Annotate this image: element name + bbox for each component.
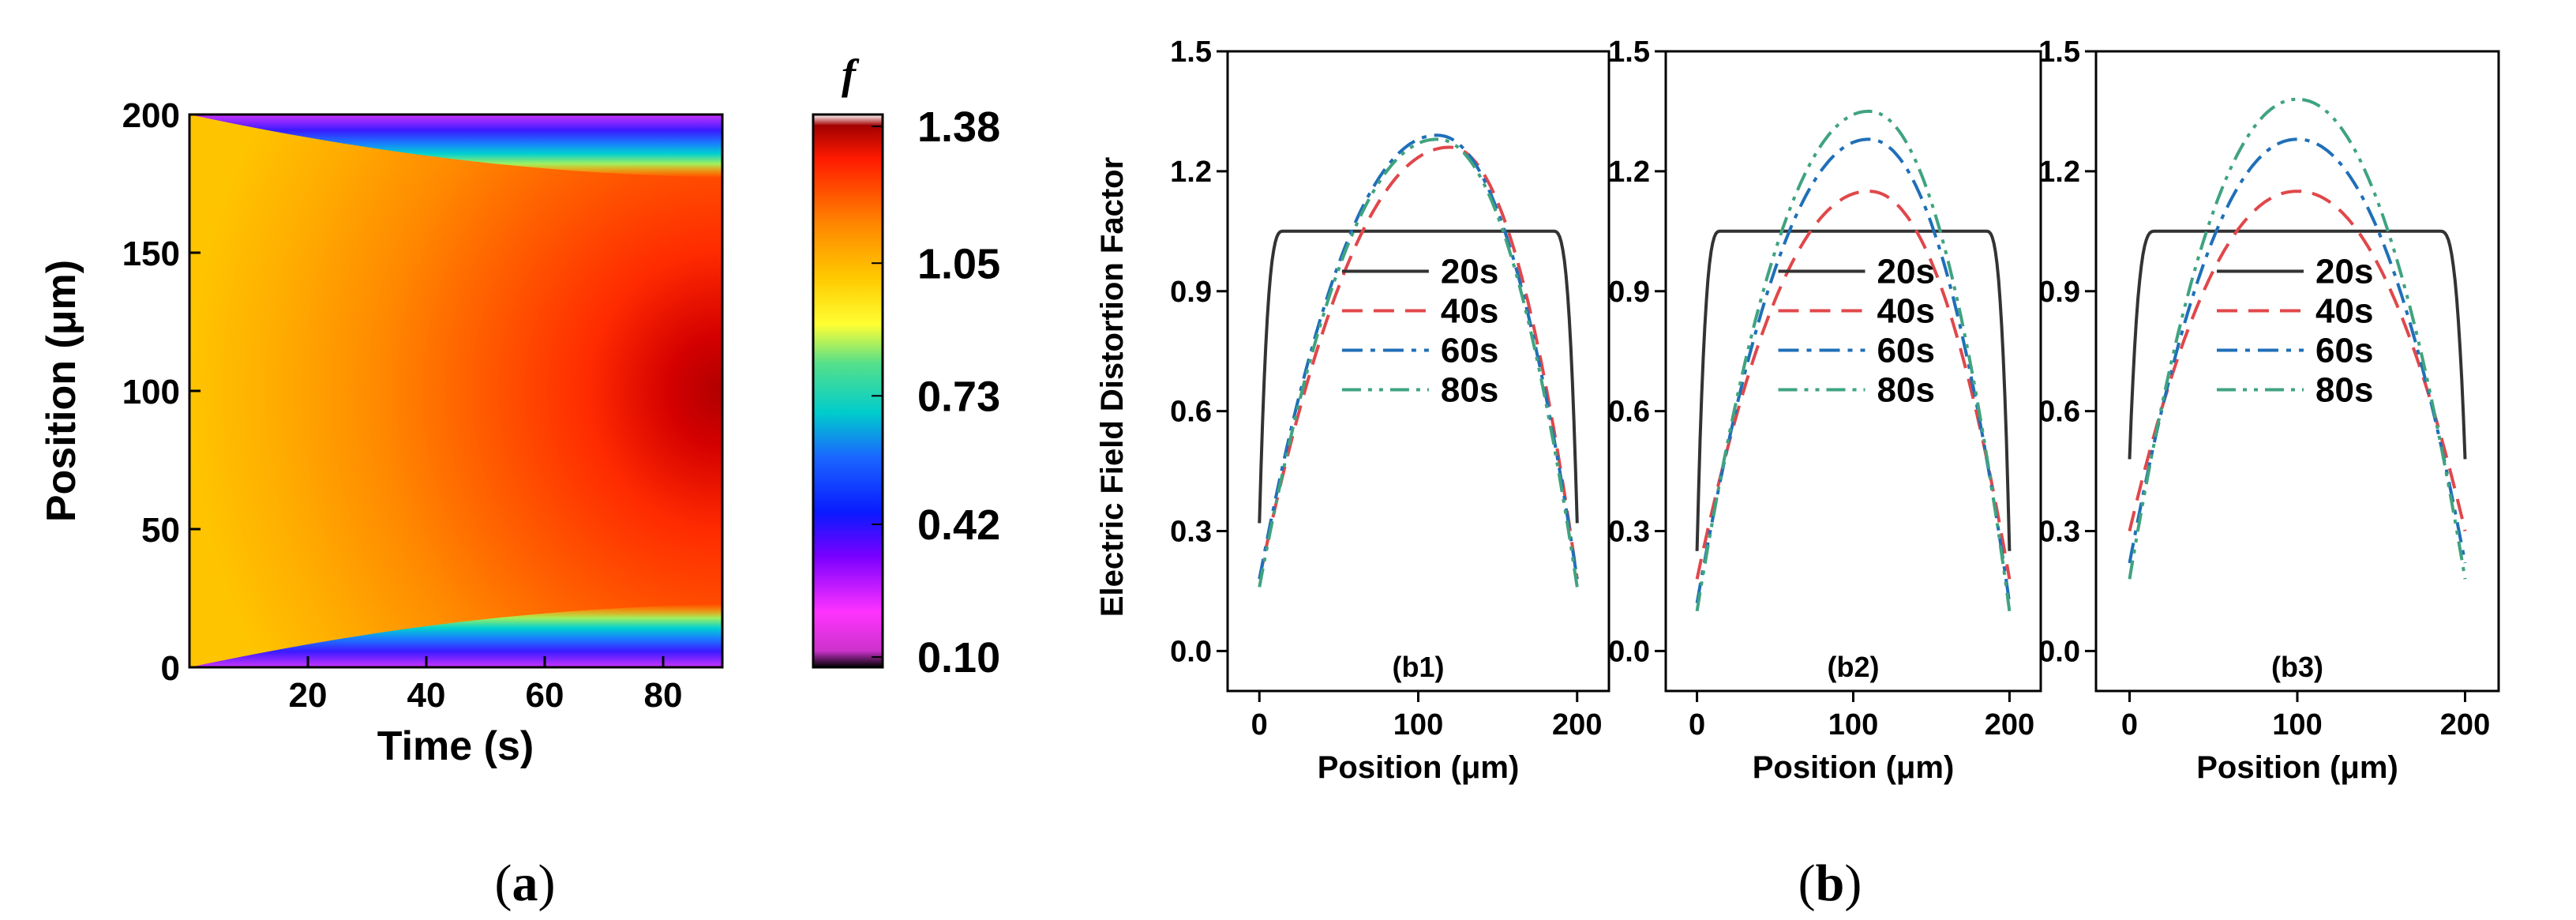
series-line-80s: [2128, 97, 2467, 580]
ytick-label: 0.0: [2038, 635, 2080, 668]
colorbar-gradient: [812, 113, 884, 669]
series-line-80s: [1695, 109, 2012, 612]
a-xtick-label: 20: [289, 676, 328, 715]
line-panel-b3: 0.0 0.3 0.6 0.9 1.2 1.5 0 100 200 Position (μm) (b…: [2038, 36, 2500, 785]
x-axis-label: Position (μm): [2196, 750, 2398, 785]
plot-frame: [1226, 50, 1610, 693]
plot-frame: [1664, 50, 2042, 693]
legend-label-80s: 80s: [1441, 370, 1498, 409]
cb-tick-label: 0.42: [917, 501, 1000, 549]
heatmap-core: [189, 115, 722, 667]
series-line-60s: [1258, 133, 1579, 580]
ytick-label: 1.2: [1608, 156, 1650, 189]
series-line-40s: [1258, 145, 1579, 580]
legend-label-20s: 20s: [2315, 252, 2373, 291]
x-axis-label: Position (μm): [1318, 750, 1520, 785]
xtick-label: 0: [2121, 708, 2138, 742]
series-line-60s: [1695, 137, 2012, 603]
ytick-label: 0.0: [1608, 635, 1650, 668]
ytick-label: 1.5: [2038, 36, 2080, 69]
xtick-label: 100: [2272, 708, 2322, 742]
heatmap-panel-a: 0 50 100 150 200 20 40 60 80 Time (s) Position …: [39, 96, 724, 769]
a-xtick-label: 60: [526, 676, 564, 715]
a-ytick-label: 200: [122, 96, 180, 135]
colorbar-label: f: [842, 51, 860, 98]
legend-label-80s: 80s: [1877, 370, 1935, 409]
legend-label-40s: 40s: [1877, 291, 1935, 330]
series-line-20s: [1258, 229, 1579, 524]
ytick-label: 0.3: [1608, 516, 1650, 549]
ytick-label: 0.6: [2038, 396, 2080, 429]
legend-label-60s: 60s: [1441, 331, 1498, 370]
legend-label-40s: 40s: [2315, 291, 2373, 330]
legend-label-80s: 80s: [2315, 370, 2373, 409]
caption-a: (a): [495, 854, 556, 912]
xtick-label: 200: [1985, 708, 2034, 742]
y-axis-label-b: Electric Field Distortion Factor: [1095, 157, 1130, 617]
y-axis-label-a: Position (μm): [39, 260, 84, 522]
series-line-60s: [2128, 137, 2467, 564]
series-line-20s: [1695, 229, 2012, 551]
legend-label-40s: 40s: [1441, 291, 1498, 330]
line-panel-b2: 0.0 0.3 0.6 0.9 1.2 1.5 0 100 200 Position (μm) (b…: [1608, 36, 2042, 785]
panel-label: (b2): [1828, 651, 1880, 683]
cb-tick-label: 1.38: [917, 103, 1000, 151]
panel-label: (b1): [1393, 651, 1445, 683]
xtick-label: 0: [1689, 708, 1705, 742]
a-ytick-label: 150: [122, 235, 180, 273]
ytick-label: 0.9: [1170, 276, 1212, 309]
ytick-label: 0.6: [1608, 396, 1650, 429]
cb-tick-label: 1.05: [917, 240, 1000, 287]
xtick-label: 100: [1393, 708, 1443, 742]
panel-label: (b3): [2271, 651, 2323, 683]
xtick-label: 0: [1251, 708, 1268, 742]
legend-label-60s: 60s: [2315, 331, 2373, 370]
ytick-label: 1.5: [1608, 36, 1650, 69]
xtick-label: 200: [1552, 708, 1602, 742]
line-panel-b1: 0.0 0.3 0.6 0.9 1.2 1.5 0 100 200 Position (μm) (b…: [1170, 36, 1610, 785]
caption-b: (b): [1798, 854, 1862, 912]
series-line-20s: [2128, 229, 2467, 460]
a-xtick-label: 40: [407, 676, 446, 715]
ytick-label: 0.0: [1170, 635, 1212, 668]
cb-tick-label: 0.10: [917, 634, 1000, 682]
colorbar: f 1.38 1.05 0.73 0.42 0.10: [812, 51, 1000, 682]
a-ytick-label: 0: [161, 649, 180, 688]
a-ytick-label: 100: [122, 373, 180, 411]
ytick-label: 0.3: [2038, 516, 2080, 549]
legend-label-20s: 20s: [1877, 252, 1935, 291]
xtick-label: 100: [1828, 708, 1878, 742]
series-line-40s: [1695, 190, 2012, 580]
ytick-label: 0.9: [1608, 276, 1650, 309]
heatmap-bottom-boundary: [189, 604, 722, 667]
ytick-label: 1.2: [2038, 156, 2080, 189]
x-axis-label: Position (μm): [1753, 750, 1955, 785]
x-axis-label-a: Time (s): [377, 723, 534, 769]
xtick-label: 200: [2440, 708, 2490, 742]
ytick-label: 1.2: [1170, 156, 1212, 189]
ytick-label: 0.9: [2038, 276, 2080, 309]
a-ytick-label: 50: [141, 511, 180, 550]
ytick-label: 1.5: [1170, 36, 1212, 69]
heatmap-top-boundary: [189, 115, 722, 178]
a-xtick-label: 80: [644, 676, 683, 715]
plot-frame: [2094, 50, 2500, 693]
cb-tick-label: 0.73: [917, 373, 1000, 420]
ytick-label: 0.3: [1170, 516, 1212, 549]
ytick-label: 0.6: [1170, 396, 1212, 429]
series-line-40s: [2128, 190, 2467, 531]
legend-label-60s: 60s: [1877, 331, 1935, 370]
legend-label-20s: 20s: [1441, 252, 1498, 291]
